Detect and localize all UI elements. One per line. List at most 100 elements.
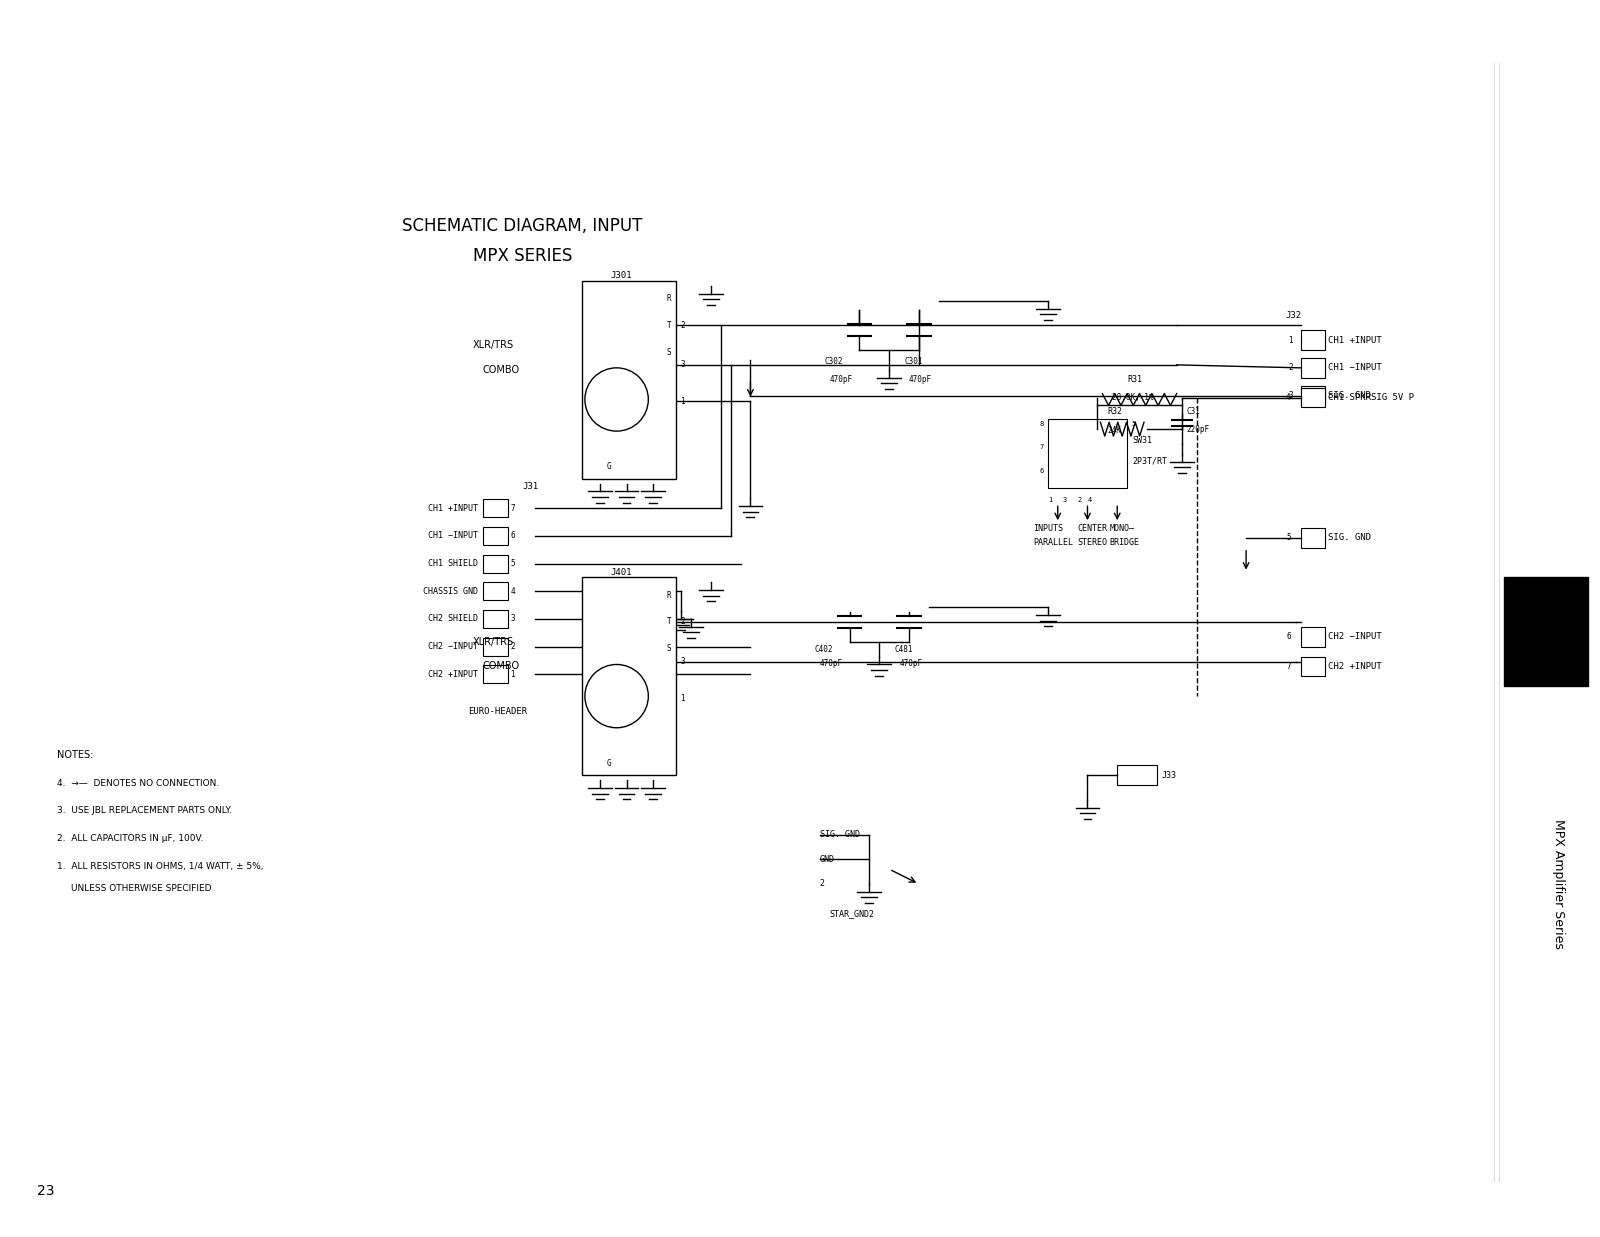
Text: SIG. GND: SIG. GND <box>819 830 859 839</box>
Text: 2: 2 <box>510 642 515 651</box>
Text: CENTER: CENTER <box>1077 523 1107 532</box>
Text: 4: 4 <box>1088 497 1091 503</box>
Text: C31: C31 <box>1187 407 1200 416</box>
Text: MPX SERIES: MPX SERIES <box>472 247 573 265</box>
Text: COMBO: COMBO <box>483 365 520 375</box>
Text: 1: 1 <box>510 670 515 679</box>
Text: 1: 1 <box>1288 335 1293 345</box>
Text: CH1 +INPUT: CH1 +INPUT <box>427 503 478 513</box>
Text: CH1 SHIELD: CH1 SHIELD <box>427 559 478 568</box>
Text: CH1 +INPUT: CH1 +INPUT <box>1328 335 1382 345</box>
Text: 5: 5 <box>1286 533 1291 542</box>
Text: 3: 3 <box>510 615 515 623</box>
Bar <box>483 500 507 517</box>
Bar <box>1301 627 1325 647</box>
Text: J32: J32 <box>1286 310 1302 320</box>
Text: C301: C301 <box>904 357 923 366</box>
Text: J33: J33 <box>1162 771 1178 779</box>
Text: CH2 +INPUT: CH2 +INPUT <box>1328 662 1382 670</box>
Text: 4: 4 <box>1286 393 1291 402</box>
Text: 470pF: 470pF <box>899 659 922 668</box>
Text: G: G <box>606 463 611 471</box>
Text: J31: J31 <box>523 482 539 491</box>
Text: INPUTS: INPUTS <box>1034 523 1062 532</box>
Text: S: S <box>667 348 670 356</box>
Text: 5: 5 <box>1131 422 1136 427</box>
Text: 3: 3 <box>680 657 685 666</box>
Text: 470pF: 470pF <box>819 659 843 668</box>
Text: EURO-HEADER: EURO-HEADER <box>469 708 528 716</box>
Text: 8: 8 <box>1040 422 1045 427</box>
Text: CH2 −INPUT: CH2 −INPUT <box>1328 632 1382 641</box>
Bar <box>483 638 507 656</box>
Text: CH1 −INPUT: CH1 −INPUT <box>1328 364 1382 372</box>
Text: R32: R32 <box>1107 407 1122 416</box>
Text: 7: 7 <box>1040 444 1045 450</box>
Text: T: T <box>667 320 670 330</box>
Text: 2.  ALL CAPACITORS IN µF, 100V.: 2. ALL CAPACITORS IN µF, 100V. <box>56 834 203 842</box>
Text: 1: 1 <box>1048 497 1053 503</box>
Circle shape <box>586 367 648 432</box>
Bar <box>582 578 677 776</box>
Text: 2: 2 <box>606 683 611 689</box>
Text: R: R <box>667 591 670 600</box>
Text: 470pF: 470pF <box>909 375 933 385</box>
Text: 7: 7 <box>1286 662 1291 670</box>
Text: 3: 3 <box>680 360 685 370</box>
Text: CH1 SPKRSIG 5V P: CH1 SPKRSIG 5V P <box>1328 393 1414 402</box>
Bar <box>1301 528 1325 548</box>
Text: STEREO: STEREO <box>1077 538 1107 547</box>
Text: GND: GND <box>819 855 835 863</box>
Text: SIG. GND: SIG. GND <box>1328 391 1371 400</box>
Text: 2: 2 <box>819 880 826 888</box>
Text: 6: 6 <box>1286 632 1291 641</box>
Text: UNLESS OTHERWISE SPECIFIED: UNLESS OTHERWISE SPECIFIED <box>72 884 211 893</box>
Text: 3: 3 <box>1062 497 1067 503</box>
Text: XLR/TRS: XLR/TRS <box>474 637 514 647</box>
Text: PARALLEL: PARALLEL <box>1034 538 1074 547</box>
Text: 1: 1 <box>605 407 610 412</box>
Text: C302: C302 <box>824 357 843 366</box>
Text: CH2 +INPUT: CH2 +INPUT <box>427 670 478 679</box>
Text: 3: 3 <box>624 701 629 708</box>
Text: 1.  ALL RESISTORS IN OHMS, 1/4 WATT, ± 5%,: 1. ALL RESISTORS IN OHMS, 1/4 WATT, ± 5%… <box>56 862 262 871</box>
Text: 6: 6 <box>510 532 515 541</box>
Text: CHASSIS GND: CHASSIS GND <box>422 586 478 596</box>
Text: CH2 −INPUT: CH2 −INPUT <box>427 642 478 651</box>
Text: 3: 3 <box>1288 391 1293 400</box>
Bar <box>1301 357 1325 377</box>
Bar <box>483 554 507 573</box>
Text: 1: 1 <box>680 397 685 406</box>
Text: SIG. GND: SIG. GND <box>1328 533 1371 542</box>
Text: 5: 5 <box>510 559 515 568</box>
Text: STAR_GND2: STAR_GND2 <box>830 909 875 918</box>
Text: R31: R31 <box>1126 375 1142 385</box>
Text: SW31: SW31 <box>1133 435 1152 444</box>
Text: G: G <box>606 758 611 768</box>
Text: SCHEMATIC DIAGRAM, INPUT: SCHEMATIC DIAGRAM, INPUT <box>402 218 643 235</box>
Text: 1: 1 <box>605 703 610 709</box>
Bar <box>1301 657 1325 677</box>
Text: J301: J301 <box>611 271 632 281</box>
Text: R: R <box>667 294 670 303</box>
Bar <box>1301 386 1325 406</box>
Bar <box>483 610 507 628</box>
Text: 3: 3 <box>624 404 629 411</box>
Text: 4: 4 <box>510 586 515 596</box>
Text: 23: 23 <box>37 1184 54 1197</box>
Bar <box>1301 330 1325 350</box>
Text: 2: 2 <box>1288 364 1293 372</box>
Bar <box>483 583 507 600</box>
Text: 6: 6 <box>1040 468 1045 474</box>
Text: BRIDGE: BRIDGE <box>1109 538 1139 547</box>
Text: J401: J401 <box>611 568 632 576</box>
Bar <box>1048 419 1126 489</box>
Text: NOTES:: NOTES: <box>56 751 93 761</box>
Text: 28.0K, 1%: 28.0K, 1% <box>1112 393 1154 402</box>
Text: 2: 2 <box>606 387 611 392</box>
Text: C481: C481 <box>894 646 912 654</box>
Text: 7: 7 <box>510 503 515 513</box>
Bar <box>1117 766 1157 785</box>
Bar <box>1504 578 1589 687</box>
Text: CH2 SHIELD: CH2 SHIELD <box>427 615 478 623</box>
